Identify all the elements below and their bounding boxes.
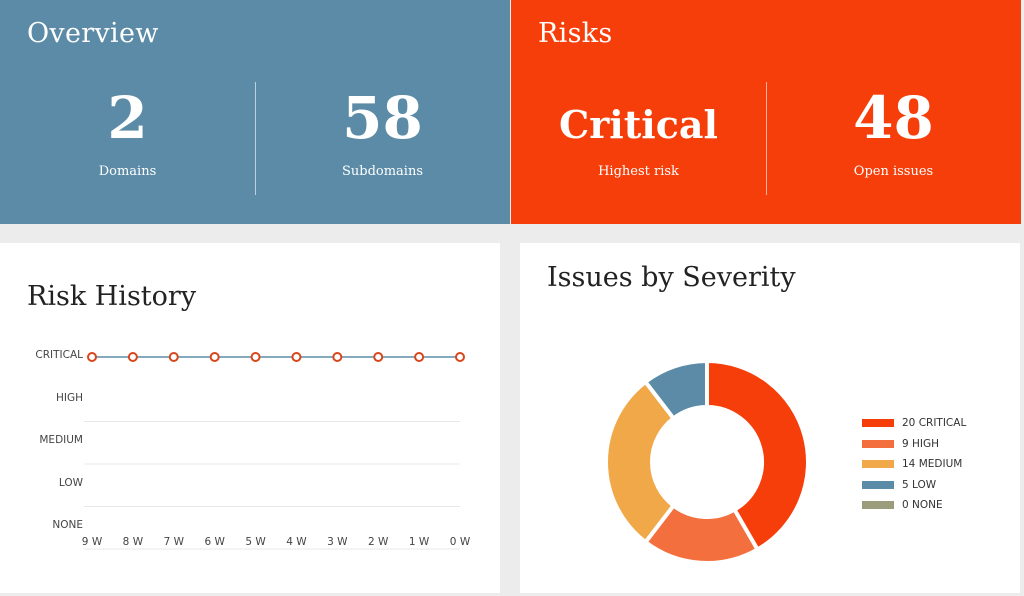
overview-panel: Overview 2 Domains 58 Subdomains xyxy=(0,0,510,224)
x-axis-label: 3 W xyxy=(327,536,348,548)
open-issues-label: Open issues xyxy=(853,164,934,179)
severity-donut-chart xyxy=(604,358,810,565)
y-axis-label: CRITICAL xyxy=(35,349,83,361)
risk-history-point xyxy=(455,352,465,362)
y-axis-label: LOW xyxy=(58,476,83,489)
x-axis-label: 8 W xyxy=(122,536,144,548)
x-axis-label: 7 W xyxy=(163,536,184,548)
risk-history-point xyxy=(127,352,138,362)
issues-by-severity-card: Issues by Severity 20 CRITICAL 9 HIGH 14 M… xyxy=(520,243,1020,593)
legend-label: 5 LOW xyxy=(902,478,937,491)
risk-history-card: Risk History CRITICAL HIGH MEDIUM LOW NONE 9 … xyxy=(0,243,500,593)
y-axis-label: HIGH xyxy=(55,391,83,404)
highest-risk-label: Highest risk xyxy=(598,164,679,179)
domains-label: Domains xyxy=(98,164,157,179)
overview-title: Overview xyxy=(27,18,159,49)
risk-history-point xyxy=(250,352,261,362)
subdomains-count: 58 xyxy=(342,84,423,152)
risks-title: Risks xyxy=(538,18,613,49)
open-issues-count: 48 xyxy=(853,84,934,152)
legend-label: 9 HIGH xyxy=(902,437,940,450)
severity-legend: 20 CRITICAL 9 HIGH 14 MEDIUM 5 LOW 0 NONE xyxy=(862,413,966,516)
x-axis-label: 2 W xyxy=(368,536,389,548)
subdomains-stat[interactable]: 58 Subdomains xyxy=(255,82,510,179)
risks-divider xyxy=(766,82,767,195)
domains-stat[interactable]: 2 Domains xyxy=(0,82,255,179)
risk-history-point xyxy=(332,352,343,362)
legend-item[interactable]: 0 NONE xyxy=(862,495,966,516)
legend-item[interactable]: 9 HIGH xyxy=(862,434,966,455)
subdomains-label: Subdomains xyxy=(341,164,424,179)
donut-slice-low xyxy=(642,358,709,422)
overview-divider xyxy=(255,82,256,195)
issues-by-severity-title: Issues by Severity xyxy=(547,262,796,293)
highest-risk-value: Critical xyxy=(559,102,718,147)
legend-label: 14 MEDIUM xyxy=(902,458,963,471)
legend-label: 0 NONE xyxy=(902,499,943,512)
risk-history-point xyxy=(373,352,384,362)
risk-history-title: Risk History xyxy=(27,281,197,312)
risks-panel: Risks Critical Highest risk 48 Open issu… xyxy=(511,0,1021,224)
legend-swatch xyxy=(862,460,894,469)
legend-item[interactable]: 5 LOW xyxy=(862,475,966,496)
risk-history-point xyxy=(87,352,97,362)
x-axis-label: 6 W xyxy=(204,536,225,548)
legend-label: 20 CRITICAL xyxy=(902,417,967,430)
y-axis-label: NONE xyxy=(52,519,83,531)
legend-swatch xyxy=(862,480,894,489)
donut-slice-critical xyxy=(705,358,810,553)
risk-history-point xyxy=(209,352,220,362)
legend-swatch xyxy=(862,501,894,510)
donut-slice-medium xyxy=(604,379,677,545)
highest-risk-stat[interactable]: Critical Highest risk xyxy=(511,82,766,179)
legend-swatch xyxy=(862,419,894,428)
legend-swatch xyxy=(862,439,894,448)
x-axis-label: 9 W xyxy=(81,536,103,548)
open-issues-stat[interactable]: 48 Open issues xyxy=(766,82,1021,179)
risk-history-chart xyxy=(84,352,465,550)
domains-count: 2 xyxy=(107,84,148,152)
x-axis-label: 4 W xyxy=(286,536,307,548)
legend-item[interactable]: 14 MEDIUM xyxy=(862,454,966,475)
x-axis-label: 0 W xyxy=(449,536,471,548)
x-axis-label: 5 W xyxy=(245,536,266,548)
risk-history-point xyxy=(291,352,302,362)
y-axis-label: MEDIUM xyxy=(39,434,83,446)
risk-history-point xyxy=(414,352,425,362)
legend-item[interactable]: 20 CRITICAL xyxy=(862,413,966,434)
x-axis-label: 1 W xyxy=(408,536,430,548)
risk-history-point xyxy=(168,352,179,362)
